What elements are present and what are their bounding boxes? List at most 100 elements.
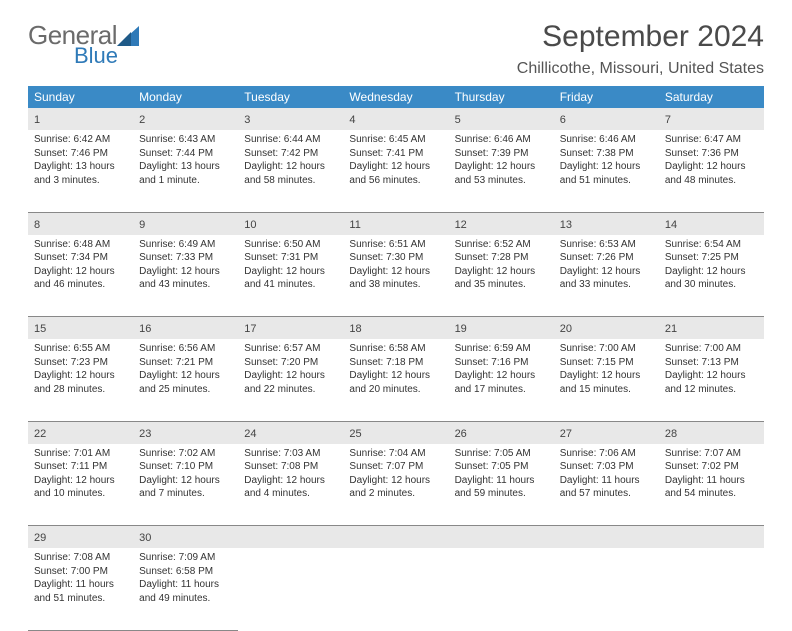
empty-cell xyxy=(554,548,659,630)
day-cell: Sunrise: 6:59 AMSunset: 7:16 PMDaylight:… xyxy=(449,339,554,421)
day-number: 3 xyxy=(244,114,250,126)
day-number: 9 xyxy=(139,219,145,231)
day-number: 14 xyxy=(665,219,677,231)
day-cell: Sunrise: 7:03 AMSunset: 7:08 PMDaylight:… xyxy=(238,444,343,526)
day-number-cell: 11 xyxy=(343,212,448,235)
day-details: Sunrise: 6:58 AMSunset: 7:18 PMDaylight:… xyxy=(349,342,442,396)
day-number-cell: 6 xyxy=(554,108,659,130)
day-number-cell: 21 xyxy=(659,317,764,340)
day-number: 5 xyxy=(455,114,461,126)
content-row: Sunrise: 7:08 AMSunset: 7:00 PMDaylight:… xyxy=(28,548,764,630)
month-title: September 2024 xyxy=(517,20,764,54)
day-details: Sunrise: 7:02 AMSunset: 7:10 PMDaylight:… xyxy=(139,447,232,501)
empty-cell xyxy=(659,526,764,549)
day-cell: Sunrise: 7:07 AMSunset: 7:02 PMDaylight:… xyxy=(659,444,764,526)
day-cell: Sunrise: 6:44 AMSunset: 7:42 PMDaylight:… xyxy=(238,130,343,212)
day-cell: Sunrise: 6:46 AMSunset: 7:38 PMDaylight:… xyxy=(554,130,659,212)
day-number: 11 xyxy=(349,219,360,231)
weekday-header: Wednesday xyxy=(343,86,448,108)
day-details: Sunrise: 6:57 AMSunset: 7:20 PMDaylight:… xyxy=(244,342,337,396)
day-number-cell: 4 xyxy=(343,108,448,130)
day-number-cell: 10 xyxy=(238,212,343,235)
weekday-header: Saturday xyxy=(659,86,764,108)
content-row: Sunrise: 7:01 AMSunset: 7:11 PMDaylight:… xyxy=(28,444,764,526)
weekday-header: Tuesday xyxy=(238,86,343,108)
day-number-cell: 26 xyxy=(449,421,554,444)
day-details: Sunrise: 6:54 AMSunset: 7:25 PMDaylight:… xyxy=(665,238,758,292)
day-cell: Sunrise: 6:47 AMSunset: 7:36 PMDaylight:… xyxy=(659,130,764,212)
daynum-row: 891011121314 xyxy=(28,212,764,235)
weekday-header: Friday xyxy=(554,86,659,108)
day-cell: Sunrise: 7:01 AMSunset: 7:11 PMDaylight:… xyxy=(28,444,133,526)
day-details: Sunrise: 7:01 AMSunset: 7:11 PMDaylight:… xyxy=(34,447,127,501)
day-details: Sunrise: 6:46 AMSunset: 7:38 PMDaylight:… xyxy=(560,133,653,187)
day-number: 22 xyxy=(34,428,46,440)
day-details: Sunrise: 6:44 AMSunset: 7:42 PMDaylight:… xyxy=(244,133,337,187)
day-details: Sunrise: 6:43 AMSunset: 7:44 PMDaylight:… xyxy=(139,133,232,187)
day-cell: Sunrise: 7:00 AMSunset: 7:15 PMDaylight:… xyxy=(554,339,659,421)
day-details: Sunrise: 6:53 AMSunset: 7:26 PMDaylight:… xyxy=(560,238,653,292)
day-number-cell: 9 xyxy=(133,212,238,235)
day-details: Sunrise: 6:59 AMSunset: 7:16 PMDaylight:… xyxy=(455,342,548,396)
empty-cell xyxy=(343,548,448,630)
day-cell: Sunrise: 6:54 AMSunset: 7:25 PMDaylight:… xyxy=(659,235,764,317)
day-number-cell: 15 xyxy=(28,317,133,340)
day-cell: Sunrise: 6:55 AMSunset: 7:23 PMDaylight:… xyxy=(28,339,133,421)
weekday-header-row: Sunday Monday Tuesday Wednesday Thursday… xyxy=(28,86,764,108)
day-cell: Sunrise: 6:46 AMSunset: 7:39 PMDaylight:… xyxy=(449,130,554,212)
day-cell: Sunrise: 7:06 AMSunset: 7:03 PMDaylight:… xyxy=(554,444,659,526)
day-cell: Sunrise: 7:09 AMSunset: 6:58 PMDaylight:… xyxy=(133,548,238,630)
day-cell: Sunrise: 6:53 AMSunset: 7:26 PMDaylight:… xyxy=(554,235,659,317)
day-cell: Sunrise: 6:50 AMSunset: 7:31 PMDaylight:… xyxy=(238,235,343,317)
header: General Blue September 2024 Chillicothe,… xyxy=(28,20,764,78)
day-number-cell: 14 xyxy=(659,212,764,235)
day-details: Sunrise: 7:07 AMSunset: 7:02 PMDaylight:… xyxy=(665,447,758,501)
day-number-cell: 18 xyxy=(343,317,448,340)
empty-cell xyxy=(449,526,554,549)
day-details: Sunrise: 6:55 AMSunset: 7:23 PMDaylight:… xyxy=(34,342,127,396)
day-number-cell: 2 xyxy=(133,108,238,130)
day-number: 10 xyxy=(244,219,256,231)
day-cell: Sunrise: 6:42 AMSunset: 7:46 PMDaylight:… xyxy=(28,130,133,212)
day-number-cell: 30 xyxy=(133,526,238,549)
daynum-row: 29 30 xyxy=(28,526,764,549)
day-number-cell: 3 xyxy=(238,108,343,130)
title-block: September 2024 Chillicothe, Missouri, Un… xyxy=(517,20,764,78)
day-cell: Sunrise: 6:43 AMSunset: 7:44 PMDaylight:… xyxy=(133,130,238,212)
day-details: Sunrise: 7:06 AMSunset: 7:03 PMDaylight:… xyxy=(560,447,653,501)
day-cell: Sunrise: 7:00 AMSunset: 7:13 PMDaylight:… xyxy=(659,339,764,421)
day-details: Sunrise: 7:03 AMSunset: 7:08 PMDaylight:… xyxy=(244,447,337,501)
day-number: 15 xyxy=(34,323,46,335)
day-number: 24 xyxy=(244,428,256,440)
day-number: 13 xyxy=(560,219,572,231)
day-details: Sunrise: 7:08 AMSunset: 7:00 PMDaylight:… xyxy=(34,551,127,605)
day-number-cell: 27 xyxy=(554,421,659,444)
day-number-cell: 19 xyxy=(449,317,554,340)
weekday-header: Thursday xyxy=(449,86,554,108)
day-cell: Sunrise: 7:04 AMSunset: 7:07 PMDaylight:… xyxy=(343,444,448,526)
day-number: 1 xyxy=(34,114,40,126)
day-number: 28 xyxy=(665,428,677,440)
day-number: 29 xyxy=(34,532,46,544)
day-cell: Sunrise: 6:52 AMSunset: 7:28 PMDaylight:… xyxy=(449,235,554,317)
day-details: Sunrise: 6:52 AMSunset: 7:28 PMDaylight:… xyxy=(455,238,548,292)
day-details: Sunrise: 6:42 AMSunset: 7:46 PMDaylight:… xyxy=(34,133,127,187)
day-number: 25 xyxy=(349,428,361,440)
day-details: Sunrise: 6:46 AMSunset: 7:39 PMDaylight:… xyxy=(455,133,548,187)
empty-cell xyxy=(449,548,554,630)
day-number: 2 xyxy=(139,114,145,126)
day-number: 18 xyxy=(349,323,361,335)
day-details: Sunrise: 6:50 AMSunset: 7:31 PMDaylight:… xyxy=(244,238,337,292)
day-number-cell: 20 xyxy=(554,317,659,340)
calendar: Sunday Monday Tuesday Wednesday Thursday… xyxy=(28,86,764,631)
day-number: 19 xyxy=(455,323,467,335)
day-number-cell: 28 xyxy=(659,421,764,444)
content-row: Sunrise: 6:55 AMSunset: 7:23 PMDaylight:… xyxy=(28,339,764,421)
day-number: 16 xyxy=(139,323,151,335)
day-number-cell: 25 xyxy=(343,421,448,444)
empty-cell xyxy=(238,548,343,630)
day-details: Sunrise: 7:05 AMSunset: 7:05 PMDaylight:… xyxy=(455,447,548,501)
day-cell: Sunrise: 6:49 AMSunset: 7:33 PMDaylight:… xyxy=(133,235,238,317)
logo: General Blue xyxy=(28,20,143,69)
day-details: Sunrise: 6:45 AMSunset: 7:41 PMDaylight:… xyxy=(349,133,442,187)
